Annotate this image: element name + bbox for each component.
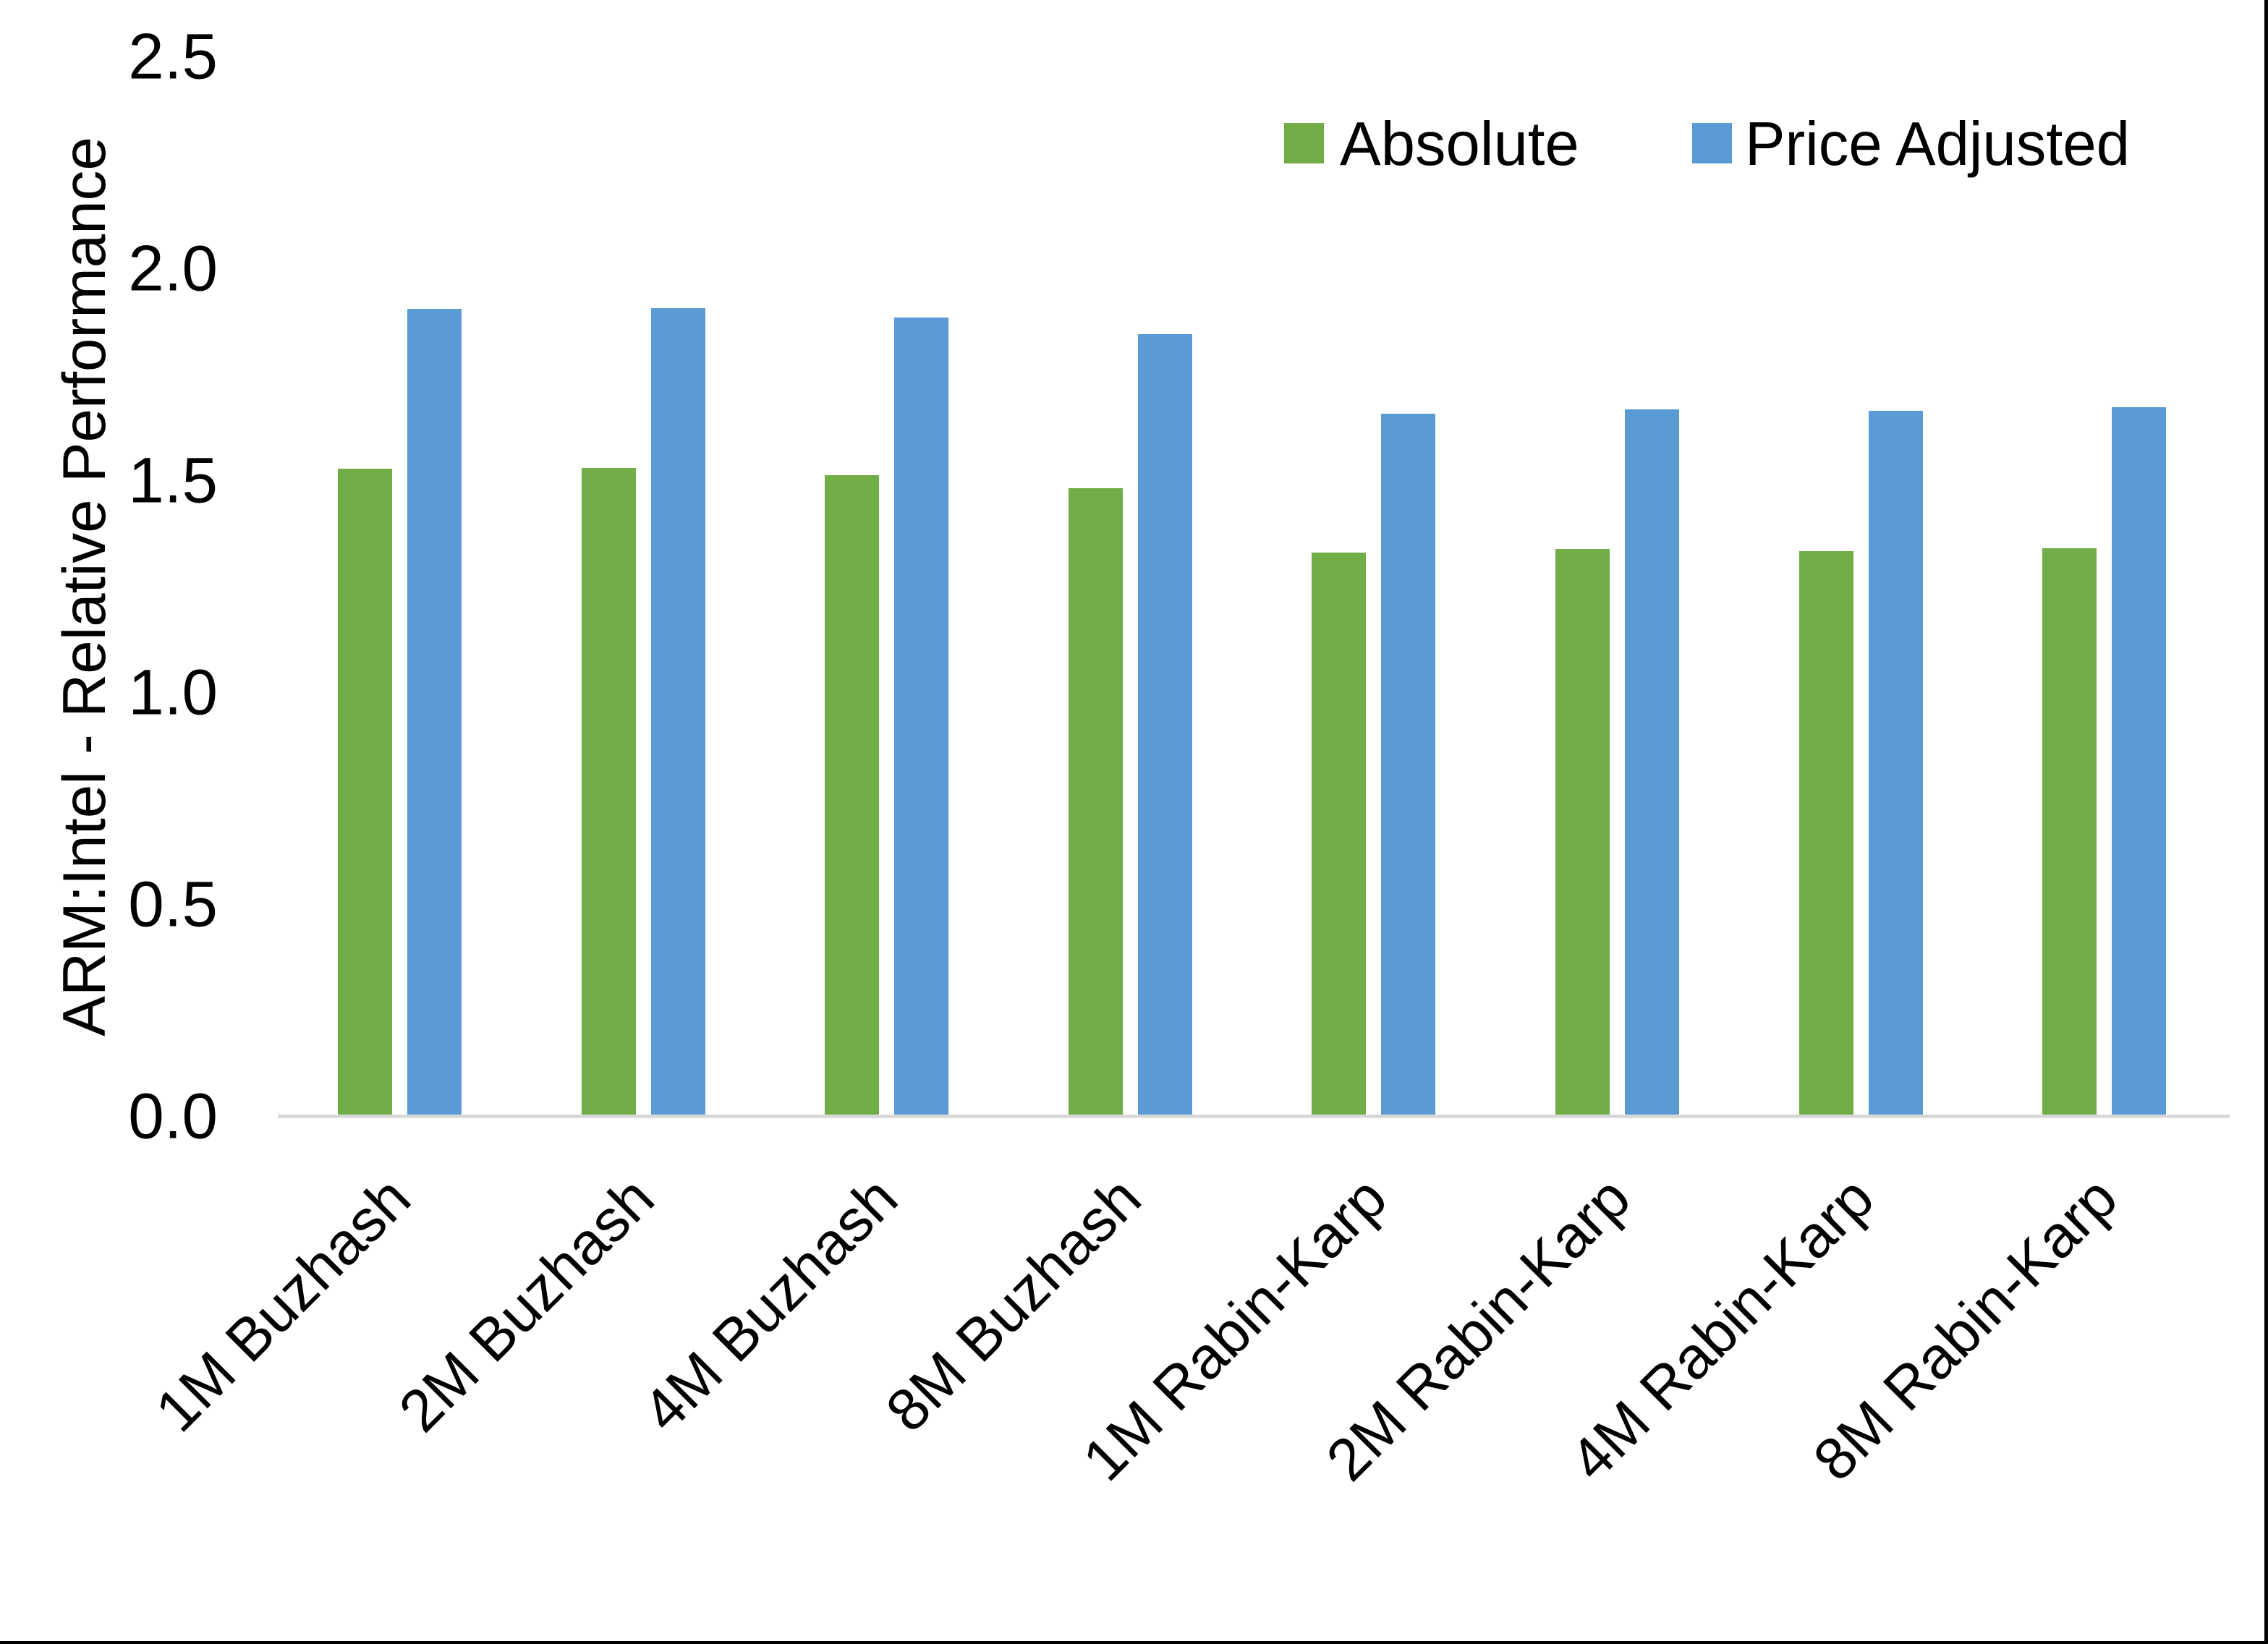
svg-text:ARM:Intel - Relative Performan: ARM:Intel - Relative Performance: [50, 137, 118, 1036]
svg-text:0.5: 0.5: [128, 868, 218, 940]
svg-text:0.0: 0.0: [128, 1080, 218, 1152]
svg-text:1.5: 1.5: [128, 444, 218, 516]
svg-text:2.5: 2.5: [128, 20, 218, 93]
svg-text:Absolute: Absolute: [1340, 110, 1579, 179]
svg-text:Price Adjusted: Price Adjusted: [1745, 110, 2130, 179]
svg-text:2.0: 2.0: [128, 232, 218, 304]
svg-text:1.0: 1.0: [128, 656, 218, 728]
